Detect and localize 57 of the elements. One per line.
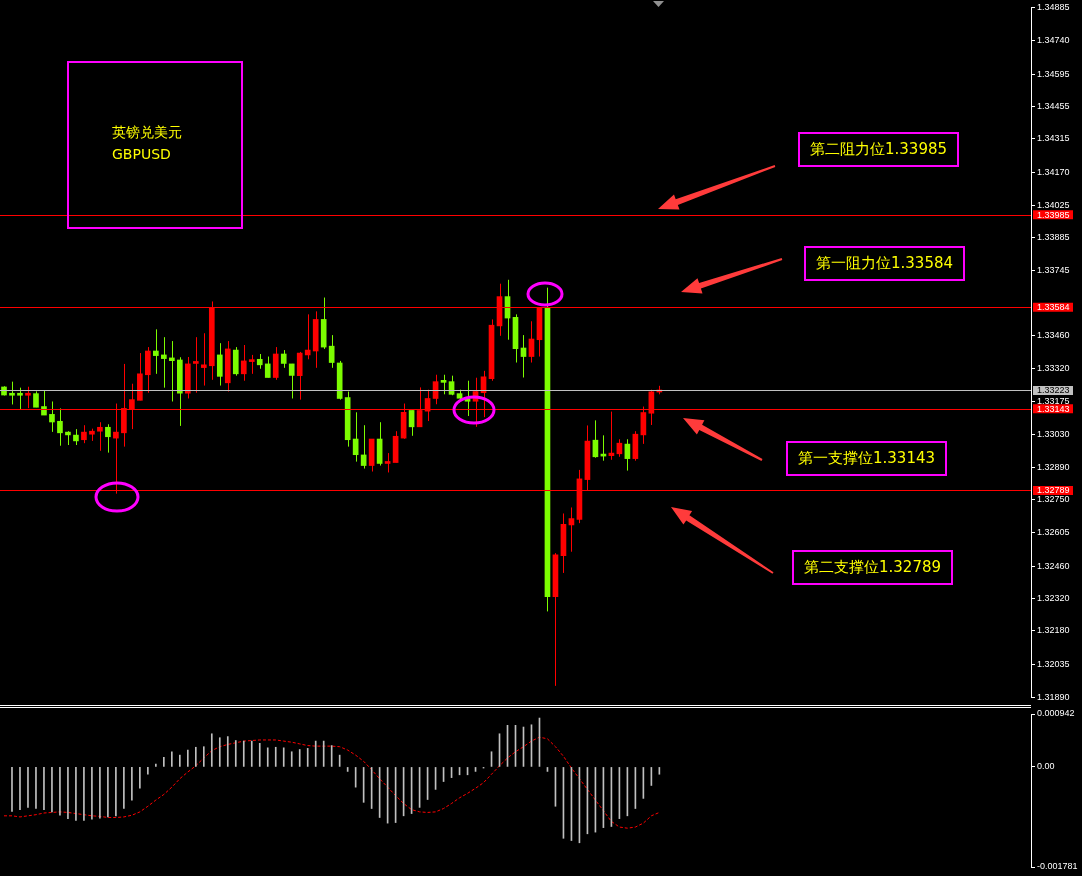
- candlestick: [328, 334, 335, 369]
- y-tick-label: 1.34315: [1037, 133, 1070, 144]
- candlestick: [464, 380, 471, 417]
- annotation: 第二阻力位1.33985: [798, 132, 960, 167]
- y-tick-label: 1.32460: [1037, 560, 1070, 571]
- ref-line-label: 1.33143: [1037, 403, 1070, 414]
- y-tick-label: 1.32035: [1037, 658, 1070, 669]
- y-tick-label: 1.33745: [1037, 264, 1070, 275]
- annotation: 第二支撑位1.32789: [792, 550, 954, 585]
- y-tick-label: 1.33030: [1037, 429, 1070, 440]
- y-tick-label: 1.32180: [1037, 625, 1070, 636]
- candlestick: [216, 342, 223, 387]
- annotation: 第一阻力位1.33584: [804, 246, 966, 282]
- candlestick: [384, 452, 391, 473]
- y-tick-label: 1.32320: [1037, 592, 1070, 603]
- ref-line-label: 1.33985: [1037, 209, 1070, 220]
- y-tick-label: 1.34885: [1037, 1, 1070, 12]
- candlestick: [9, 381, 15, 405]
- candlestick: [161, 336, 167, 389]
- candlestick: [169, 340, 175, 402]
- y-tick-label: 1.33885: [1037, 232, 1070, 243]
- y-tick-label: 1.34740: [1037, 35, 1070, 46]
- candlestick: [57, 407, 63, 447]
- candlestick: [97, 421, 103, 452]
- y-tick-label: 1.32750: [1037, 493, 1070, 504]
- y-tick-label: -0.001781: [1037, 861, 1078, 872]
- y-tick-label: 1.33320: [1037, 362, 1070, 373]
- candlestick: [264, 356, 271, 378]
- candlestick: [192, 336, 199, 394]
- y-tick-label: 1.31890: [1037, 692, 1070, 703]
- y-tick-label: 1.32605: [1037, 527, 1070, 538]
- ref-line-label: 1.33584: [1037, 302, 1070, 313]
- y-tick-label: 0.00: [1037, 761, 1055, 772]
- ref-line-label: 1.33223: [1037, 385, 1070, 396]
- candlestick: [240, 344, 247, 382]
- y-tick-label: 0.000942: [1037, 708, 1075, 719]
- candlestick: [200, 332, 207, 387]
- candlestick: [105, 423, 111, 454]
- y-tick-label: 1.34025: [1037, 200, 1070, 211]
- y-tick-label: 1.32890: [1037, 461, 1070, 472]
- candlestick: [296, 351, 303, 401]
- candlestick: [440, 374, 447, 395]
- y-tick-label: 1.34455: [1037, 100, 1070, 111]
- line-series: [3, 736, 660, 829]
- candlestick: [153, 328, 159, 375]
- candlestick: [304, 313, 311, 360]
- title-frame: 英镑兑美元 GBPUSD: [67, 61, 243, 229]
- y-tick-label: 1.34170: [1037, 166, 1070, 177]
- y-tick-label: 1.33460: [1037, 330, 1070, 341]
- candlestick: [49, 400, 55, 433]
- y-tick-label: 1.33175: [1037, 395, 1070, 406]
- candlestick: [17, 387, 23, 411]
- ref-line-label: 1.32789: [1037, 485, 1070, 496]
- candlestick: [248, 354, 255, 375]
- candlestick: [288, 363, 295, 399]
- annotation: 第一支撑位1.33143: [786, 440, 948, 476]
- y-tick-label: 1.34595: [1037, 68, 1070, 79]
